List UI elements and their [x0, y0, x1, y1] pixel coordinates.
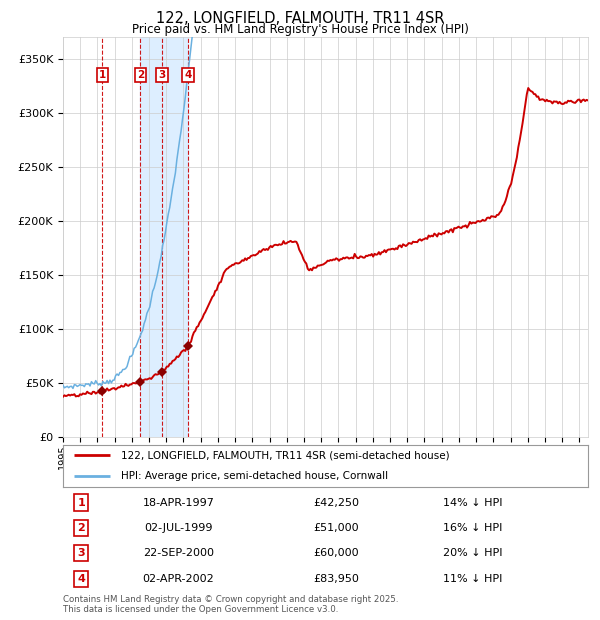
- Text: £60,000: £60,000: [313, 548, 359, 559]
- Text: 4: 4: [77, 574, 85, 584]
- Text: £83,950: £83,950: [313, 574, 359, 584]
- Text: HPI: Average price, semi-detached house, Cornwall: HPI: Average price, semi-detached house,…: [121, 471, 388, 481]
- Text: 4: 4: [184, 70, 191, 80]
- Text: 02-JUL-1999: 02-JUL-1999: [144, 523, 213, 533]
- Text: 2: 2: [137, 70, 144, 80]
- Bar: [140, 37, 188, 437]
- Text: 16% ↓ HPI: 16% ↓ HPI: [443, 523, 502, 533]
- Text: Contains HM Land Registry data © Crown copyright and database right 2025.
This d: Contains HM Land Registry data © Crown c…: [63, 595, 398, 614]
- Text: 18-APR-1997: 18-APR-1997: [143, 497, 214, 508]
- Text: 14% ↓ HPI: 14% ↓ HPI: [443, 497, 502, 508]
- Text: 2: 2: [77, 523, 85, 533]
- Text: £51,000: £51,000: [313, 523, 359, 533]
- Text: Price paid vs. HM Land Registry's House Price Index (HPI): Price paid vs. HM Land Registry's House …: [131, 23, 469, 36]
- Text: 11% ↓ HPI: 11% ↓ HPI: [443, 574, 502, 584]
- Text: 122, LONGFIELD, FALMOUTH, TR11 4SR: 122, LONGFIELD, FALMOUTH, TR11 4SR: [156, 11, 444, 26]
- Text: 3: 3: [158, 70, 165, 80]
- Text: 3: 3: [77, 548, 85, 559]
- Text: 1: 1: [77, 497, 85, 508]
- Text: 1: 1: [99, 70, 106, 80]
- Text: 02-APR-2002: 02-APR-2002: [143, 574, 214, 584]
- Text: 22-SEP-2000: 22-SEP-2000: [143, 548, 214, 559]
- Text: 122, LONGFIELD, FALMOUTH, TR11 4SR (semi-detached house): 122, LONGFIELD, FALMOUTH, TR11 4SR (semi…: [121, 450, 449, 460]
- Text: 20% ↓ HPI: 20% ↓ HPI: [443, 548, 502, 559]
- Text: £42,250: £42,250: [313, 497, 359, 508]
